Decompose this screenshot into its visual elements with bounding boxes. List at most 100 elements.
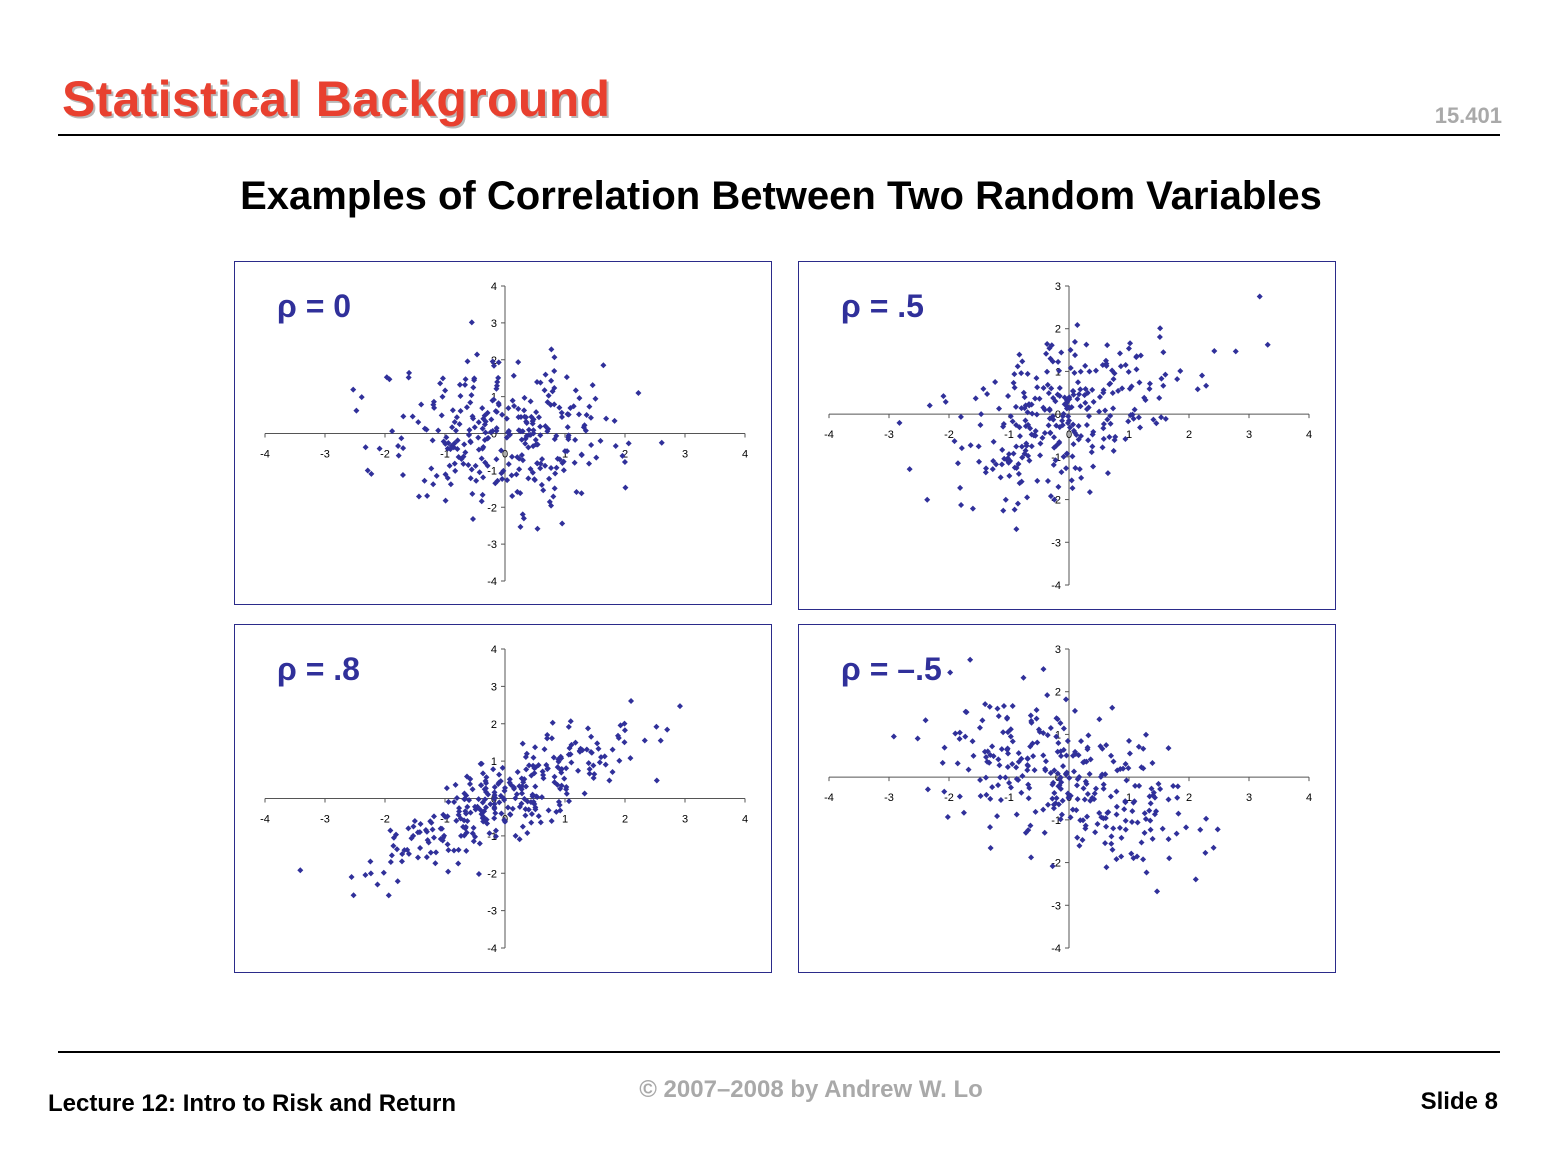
data-point: [484, 462, 491, 469]
data-point: [423, 854, 430, 861]
data-point: [1114, 767, 1121, 774]
data-point: [530, 427, 537, 434]
data-point: [430, 834, 437, 841]
data-point: [1007, 413, 1014, 420]
y-tick-label: 0: [1055, 409, 1061, 421]
data-point: [1122, 826, 1129, 833]
data-point: [547, 401, 554, 408]
data-point: [1009, 418, 1016, 425]
data-point: [499, 475, 506, 482]
course-number: 15.401: [1434, 103, 1502, 128]
data-point: [924, 496, 931, 503]
data-point: [1103, 360, 1110, 367]
data-point: [1129, 808, 1136, 815]
data-point: [429, 826, 436, 833]
y-tick-label: 0: [491, 429, 497, 441]
data-point: [995, 782, 1002, 789]
data-point: [1069, 485, 1076, 492]
data-point: [984, 748, 991, 755]
data-point: [492, 810, 499, 817]
data-point: [367, 858, 374, 865]
data-point: [522, 806, 529, 813]
data-point: [1064, 419, 1071, 426]
data-point: [482, 785, 489, 792]
data-point: [498, 447, 505, 454]
data-point: [1000, 703, 1007, 710]
data-point: [539, 768, 546, 775]
header-divider: [58, 134, 1500, 136]
data-point: [1012, 403, 1019, 410]
data-point: [1053, 422, 1060, 429]
data-point: [1125, 765, 1132, 772]
data-point: [512, 795, 519, 802]
data-point: [518, 452, 525, 459]
y-tick-label: -2: [487, 868, 497, 880]
data-point: [1035, 726, 1042, 733]
data-point: [1083, 341, 1090, 348]
data-point: [558, 766, 565, 773]
data-point: [1197, 826, 1204, 833]
data-point: [476, 840, 483, 847]
data-point: [967, 442, 974, 449]
data-point: [497, 778, 504, 785]
data-point: [1040, 404, 1047, 411]
x-tick-label: -4: [824, 429, 834, 441]
data-point: [1036, 395, 1043, 402]
data-point: [586, 460, 593, 467]
data-point: [368, 470, 375, 477]
data-point: [1033, 707, 1040, 714]
data-point: [967, 656, 974, 663]
data-point: [563, 374, 570, 381]
data-point: [466, 431, 473, 438]
data-point: [451, 419, 458, 426]
data-point: [463, 404, 470, 411]
data-point: [518, 775, 525, 782]
data-point: [987, 751, 994, 758]
x-tick-label: 4: [742, 814, 748, 826]
data-point: [393, 846, 400, 853]
data-point: [1140, 745, 1147, 752]
data-point: [612, 443, 619, 450]
data-point: [1067, 792, 1074, 799]
data-point: [506, 779, 513, 786]
data-point: [1153, 808, 1160, 815]
data-point: [1005, 459, 1012, 466]
data-point: [1036, 728, 1043, 735]
data-point: [545, 392, 552, 399]
data-point: [430, 401, 437, 408]
data-point: [537, 465, 544, 472]
data-point: [990, 457, 997, 464]
data-point: [987, 845, 994, 852]
data-point: [1005, 393, 1012, 400]
data-point: [956, 793, 963, 800]
data-point: [1174, 783, 1181, 790]
data-point: [546, 475, 553, 482]
data-point: [528, 819, 535, 826]
data-point: [519, 428, 526, 435]
data-point: [1072, 465, 1079, 472]
data-point: [1032, 428, 1039, 435]
data-point: [1074, 395, 1081, 402]
data-point: [1109, 704, 1116, 711]
data-point: [571, 459, 578, 466]
data-point: [423, 426, 430, 433]
data-point: [550, 493, 557, 500]
data-point: [480, 770, 487, 777]
data-point: [1006, 472, 1013, 479]
data-point: [582, 427, 589, 434]
data-point: [554, 764, 561, 771]
data-point: [914, 735, 921, 742]
data-point: [443, 785, 450, 792]
data-point: [491, 784, 498, 791]
x-tick-label: -4: [260, 449, 270, 461]
data-point: [1138, 839, 1145, 846]
data-point: [504, 477, 511, 484]
data-point: [475, 796, 482, 803]
data-point: [1056, 392, 1063, 399]
data-point: [1087, 797, 1094, 804]
data-point: [534, 441, 541, 448]
data-point: [1009, 761, 1016, 768]
x-tick-label: 0: [1066, 429, 1072, 441]
